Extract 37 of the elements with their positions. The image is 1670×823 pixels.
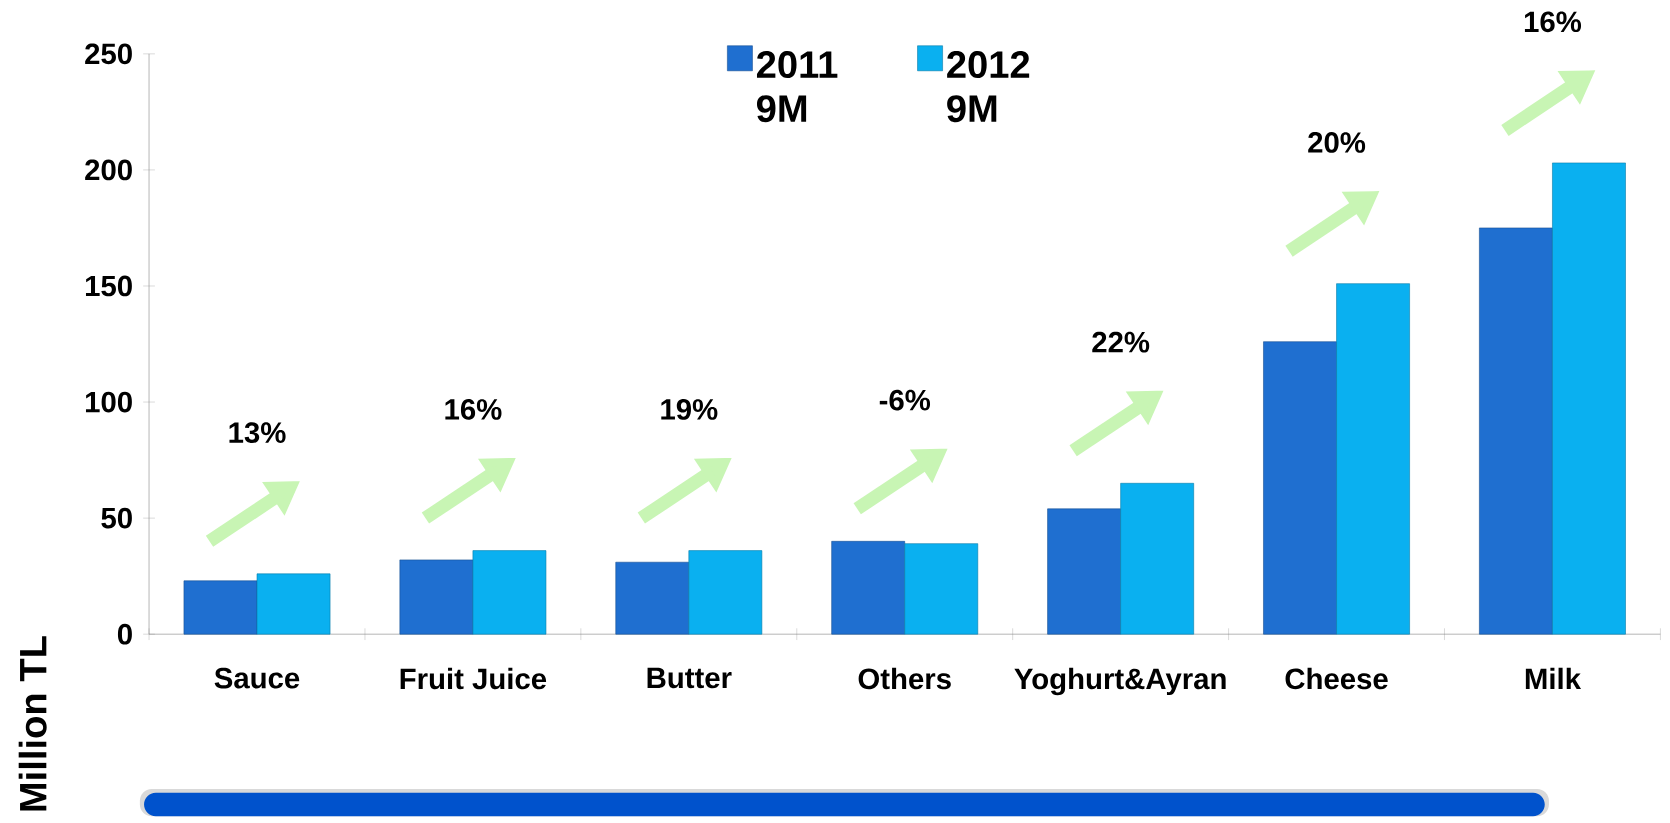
annotation: 16% [445, 399, 502, 420]
bar [183, 580, 258, 635]
x-tick-label: Cheese [1285, 667, 1388, 690]
bar [256, 573, 331, 635]
bar [472, 550, 547, 635]
bar [904, 543, 979, 635]
y-tick-label: 50 [101, 507, 132, 529]
y-tick-label: 100 [85, 391, 132, 413]
x-tick-label: Others [858, 667, 951, 690]
bar [1479, 227, 1553, 635]
x-tick-label: Yoghurt&Ayran [1014, 667, 1226, 696]
bar [1263, 341, 1337, 635]
y-tick-label: 250 [85, 43, 132, 65]
y-tick-label: 0 [117, 623, 132, 645]
bar [831, 541, 906, 635]
x-tick-label: Fruit Juice [400, 667, 547, 690]
legend-label: 2012 9M [947, 51, 1030, 123]
bar [399, 559, 474, 635]
bar [1047, 508, 1121, 635]
x-tick-label: Butter [647, 667, 732, 689]
annotation: 22% [1092, 331, 1150, 353]
annotation: -6% [879, 389, 931, 411]
y-tick-label: 200 [85, 159, 132, 181]
annotation: 19% [661, 399, 718, 420]
y-axis-title: Million TL [18, 636, 47, 811]
legend-label: 2011 9M [756, 51, 838, 123]
x-tick-label: Sauce [214, 667, 300, 689]
bar [1552, 162, 1626, 635]
bar [615, 561, 690, 635]
annotation: 20% [1308, 132, 1366, 153]
bar [1120, 483, 1194, 635]
bar [688, 550, 763, 635]
bar [1336, 283, 1410, 635]
x-tick-label: Milk [1525, 667, 1582, 690]
text: 16% [1524, 11, 1582, 33]
y-tick-label: 150 [85, 275, 132, 297]
annotation: 13% [229, 422, 286, 444]
